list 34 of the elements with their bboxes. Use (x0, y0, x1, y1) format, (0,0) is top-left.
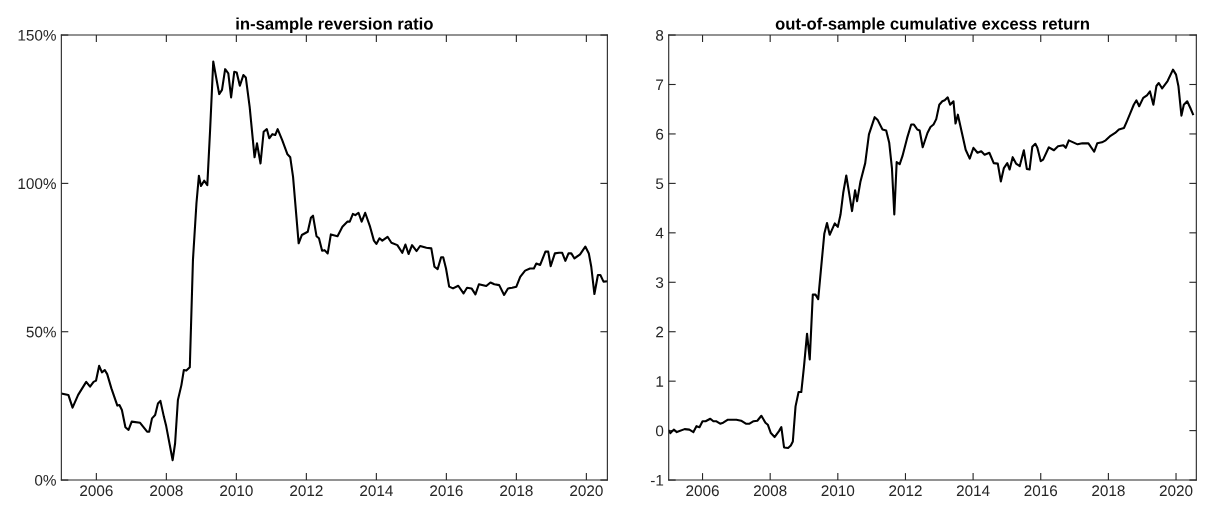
chart-title: out-of-sample cumulative excess return (775, 17, 1089, 33)
y-tick-label: -1 (650, 475, 664, 486)
y-tick-label: 50% (26, 326, 56, 338)
y-tick-label: 3 (655, 277, 664, 288)
y-tick-label: 2 (656, 326, 664, 338)
x-tick-label: 2006 (80, 485, 113, 497)
x-tick-label: 2020 (1159, 485, 1193, 497)
y-tick-label: 6 (656, 128, 664, 140)
x-tick-label: 2008 (150, 485, 183, 497)
chart-title: in-sample reversion ratio (236, 17, 433, 33)
y-tick-label: 0 (655, 425, 664, 437)
x-tick-label: 2014 (956, 485, 990, 497)
x-tick-label: 2010 (821, 485, 855, 497)
x-tick-label: 2012 (290, 485, 323, 497)
y-tick-label: 1 (656, 376, 664, 387)
y-tick-label: 4 (655, 227, 664, 239)
line-series (61, 60, 608, 462)
x-tick-label: 2020 (570, 485, 603, 497)
x-tick-label: 2012 (889, 485, 922, 497)
y-tick-label: 0% (35, 474, 56, 486)
x-tick-label: 2016 (430, 485, 463, 497)
x-tick-label: 2018 (500, 485, 533, 497)
y-tick-label: 8 (656, 29, 664, 41)
x-tick-label: 2016 (1024, 485, 1058, 497)
x-tick-label: 2010 (220, 485, 253, 497)
x-tick-label: 2006 (686, 485, 719, 497)
x-tick-label: 2008 (753, 485, 787, 497)
x-tick-label: 2018 (1092, 485, 1125, 497)
line-series (668, 68, 1194, 449)
y-tick-label: 7 (656, 79, 664, 91)
y-tick-label: 100% (18, 178, 56, 190)
x-tick-label: 2014 (360, 485, 393, 497)
y-tick-label: 5 (655, 178, 664, 190)
y-tick-label: 150% (18, 29, 56, 41)
